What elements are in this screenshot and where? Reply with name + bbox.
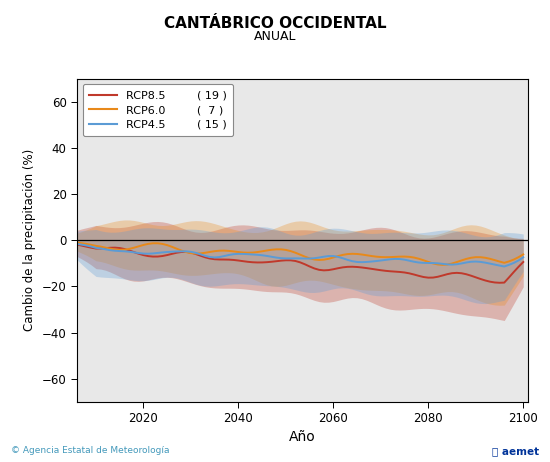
Text: ANUAL: ANUAL bbox=[254, 30, 296, 43]
Y-axis label: Cambio de la precipitación (%): Cambio de la precipitación (%) bbox=[23, 149, 36, 331]
Legend: RCP8.5         ( 19 ), RCP6.0         (  7 ), RCP4.5         ( 15 ): RCP8.5 ( 19 ), RCP6.0 ( 7 ), RCP4.5 ( 15… bbox=[82, 84, 233, 136]
Text: © Agencia Estatal de Meteorología: © Agencia Estatal de Meteorología bbox=[11, 446, 169, 455]
Text: ⭐ aemet: ⭐ aemet bbox=[492, 447, 539, 457]
Text: CANTÁBRICO OCCIDENTAL: CANTÁBRICO OCCIDENTAL bbox=[164, 16, 386, 31]
X-axis label: Año: Año bbox=[289, 430, 316, 444]
